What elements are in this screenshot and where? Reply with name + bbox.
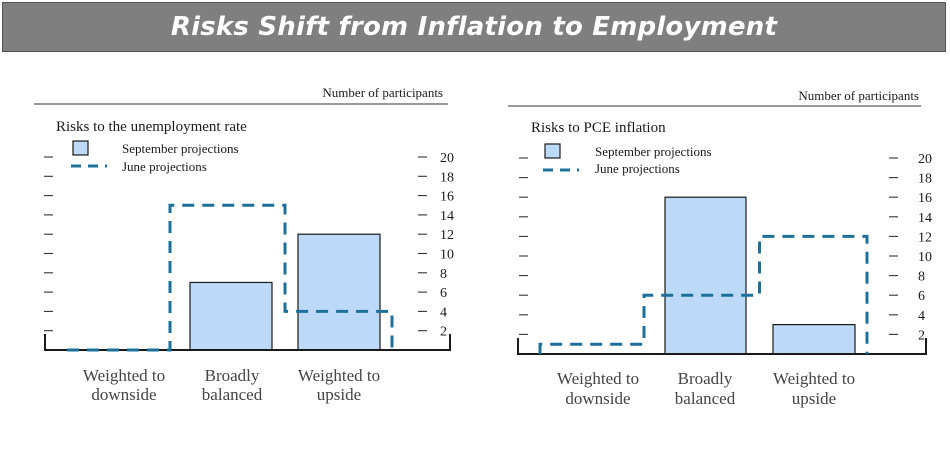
y-tick-label: 12 bbox=[918, 230, 932, 245]
y-tick-label: 18 bbox=[440, 170, 454, 185]
legend-swatch-september bbox=[72, 140, 89, 156]
y-tick-label: 8 bbox=[440, 267, 447, 282]
september-bar bbox=[664, 196, 747, 355]
x-axis-baseline bbox=[517, 338, 927, 355]
legend-label-june: June projections bbox=[122, 159, 207, 174]
y-tick-label: 6 bbox=[440, 286, 447, 301]
legend-label-june: June projections bbox=[595, 161, 680, 176]
june-projections-line bbox=[67, 203, 394, 352]
y-tick-label: 4 bbox=[918, 309, 925, 324]
september-bar bbox=[189, 281, 273, 351]
y-tick-label: 2 bbox=[918, 328, 925, 343]
y-tick-label: 6 bbox=[918, 289, 925, 304]
category-label: Broadly bbox=[205, 366, 260, 385]
category-label: Weighted to bbox=[298, 366, 380, 385]
y-tick-label: 18 bbox=[918, 172, 932, 187]
category-label: upside bbox=[792, 389, 836, 408]
y-tick-label: 14 bbox=[440, 209, 454, 224]
y-tick-label: 16 bbox=[918, 191, 932, 206]
category-label: Weighted to bbox=[773, 369, 855, 388]
category-label: Weighted to bbox=[557, 369, 639, 388]
category-label: Weighted to bbox=[83, 366, 165, 385]
y-tick-label: 20 bbox=[918, 152, 932, 167]
chart-title: Risks to PCE inflation bbox=[531, 120, 666, 136]
legend-swatch-september bbox=[544, 143, 561, 159]
title-banner: Risks Shift from Inflation to Employment bbox=[2, 2, 946, 52]
y-tick-label: 10 bbox=[440, 248, 454, 263]
category-label: downside bbox=[91, 385, 156, 404]
y-tick-label: 14 bbox=[918, 211, 932, 226]
category-label: downside bbox=[565, 389, 630, 408]
legend-label-september: September projections bbox=[595, 144, 712, 159]
september-bar bbox=[772, 324, 856, 355]
units-label: Number of participants bbox=[798, 88, 919, 103]
y-tick-label: 8 bbox=[918, 270, 925, 285]
units-label: Number of participants bbox=[322, 85, 443, 100]
chart-title: Risks to the unemployment rate bbox=[56, 119, 247, 135]
category-label: upside bbox=[317, 385, 361, 404]
category-label: balanced bbox=[675, 389, 736, 408]
y-tick-label: 4 bbox=[440, 305, 447, 320]
legend-label-september: September projections bbox=[122, 141, 239, 156]
y-tick-label: 2 bbox=[440, 325, 447, 340]
page-title: Risks Shift from Inflation to Employment bbox=[170, 12, 778, 42]
september-bar bbox=[297, 233, 381, 351]
category-label: Broadly bbox=[678, 369, 733, 388]
june-projections-line bbox=[538, 234, 869, 354]
y-tick-label: 12 bbox=[440, 228, 454, 243]
y-tick-label: 20 bbox=[440, 151, 454, 166]
category-label: balanced bbox=[202, 385, 263, 404]
x-axis-baseline bbox=[44, 334, 451, 351]
y-tick-label: 10 bbox=[918, 250, 932, 265]
y-tick-label: 16 bbox=[440, 190, 454, 205]
